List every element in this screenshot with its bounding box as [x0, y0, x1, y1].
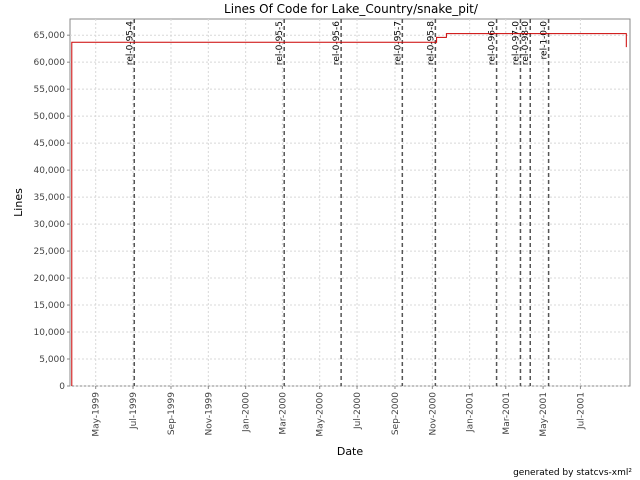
x-tick-label: Jan-2000	[242, 392, 252, 433]
x-tick-label: Sep-1999	[167, 392, 177, 435]
loc-series-line	[71, 33, 627, 386]
y-tick-label: 45,000	[34, 139, 66, 149]
y-tick-label: 0	[59, 382, 65, 392]
y-tick-label: 25,000	[34, 247, 66, 257]
release-marker-label: rel-0-98-0	[521, 21, 531, 65]
plot-area	[69, 18, 631, 387]
x-tick-label: May-2000	[316, 392, 326, 437]
release-marker-label: rel-0-95-4	[125, 21, 135, 65]
y-tick-label: 15,000	[34, 301, 66, 311]
y-tick-label: 35,000	[34, 193, 66, 203]
release-markers: rel-0-95-4 rel-0-95-5 rel-0-95-6 rel-0-95-7…	[125, 19, 550, 386]
release-marker-label: rel-0-95-5	[275, 21, 285, 65]
x-tick-label: May-2001	[539, 392, 549, 437]
x-tick-label: Mar-2001	[502, 392, 512, 435]
x-axis-label: Date	[337, 445, 364, 458]
y-tick-label: 60,000	[34, 58, 66, 68]
y-tick-label: 20,000	[34, 274, 66, 284]
x-tick-label: Sep-2000	[391, 392, 401, 435]
x-tick-label: Nov-1999	[204, 392, 214, 436]
x-tick-label: Jul-1999	[129, 392, 139, 430]
x-tick-label: Jan-2001	[466, 392, 476, 433]
y-tick-label: 40,000	[34, 166, 66, 176]
x-tick-label: Jul-2000	[353, 392, 363, 430]
series-layer	[71, 33, 627, 386]
grid-lines	[70, 19, 630, 387]
y-tick-label: 50,000	[34, 112, 66, 122]
x-tick-label: Jul-2001	[576, 392, 586, 430]
x-tick-label: Mar-2000	[278, 392, 288, 435]
chart-title: Lines Of Code for Lake_Country/snake_pit…	[224, 2, 479, 16]
x-tick-label: Nov-2000	[428, 392, 438, 436]
generator-credit: generated by statcvs-xml²	[513, 468, 632, 478]
release-marker-label: rel-0-97-0	[511, 21, 521, 65]
release-marker-label: rel-0-95-8	[426, 21, 436, 65]
release-marker-label: rel-0-95-7	[393, 21, 403, 65]
x-tick-label: May-1999	[92, 392, 102, 437]
y-tick-label: 30,000	[34, 220, 66, 230]
x-axis-ticks: May-1999 Jul-1999 Sep-1999 Nov-1999 Jan-2000…	[92, 386, 586, 437]
y-axis-label: Lines	[12, 188, 25, 217]
y-tick-label: 65,000	[34, 31, 66, 41]
y-axis-ticks: 0 5,000 10,000 15,000 20,000 25,000 30,000 35,0…	[34, 31, 70, 392]
y-tick-label: 10,000	[34, 328, 66, 338]
y-tick-label: 5,000	[39, 355, 65, 365]
release-marker-label: rel-0-95-6	[332, 21, 342, 65]
y-tick-label: 55,000	[34, 85, 66, 95]
release-marker-label: rel-1-0-0	[540, 21, 550, 60]
release-marker-label: rel-0-96-0	[488, 21, 498, 65]
